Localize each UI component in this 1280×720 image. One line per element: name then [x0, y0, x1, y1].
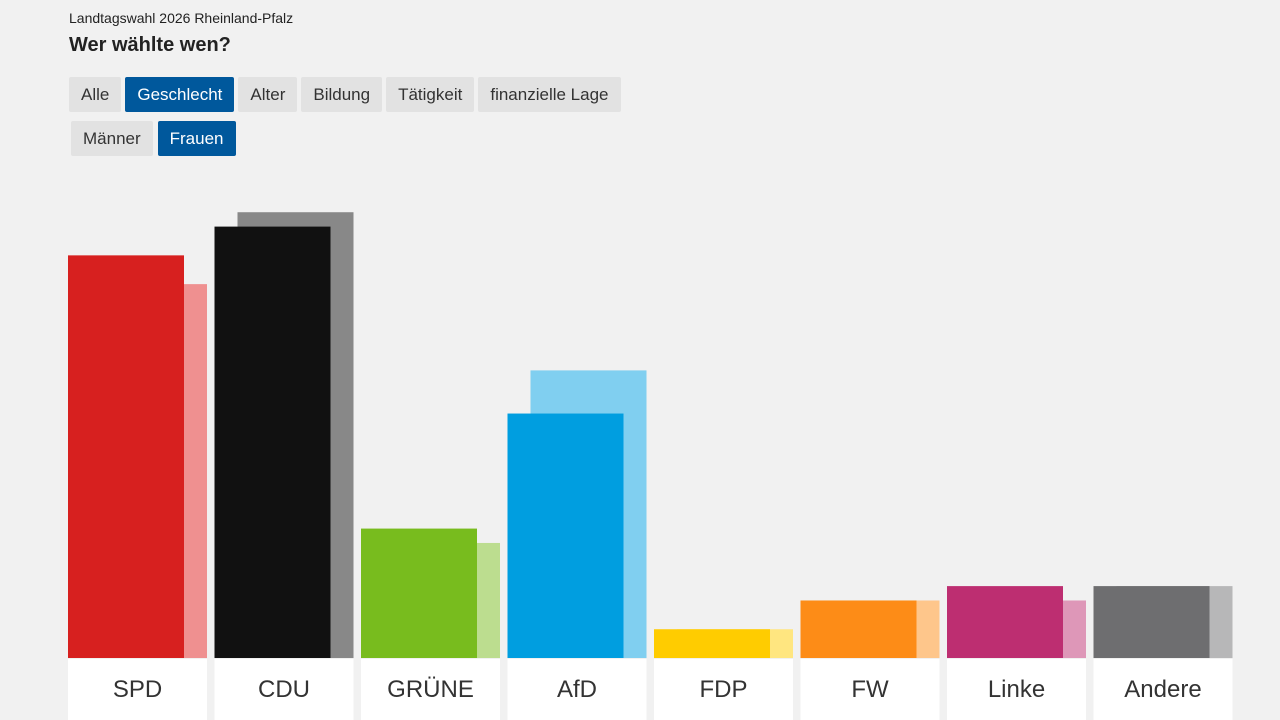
tab-bildung[interactable]: Bildung	[301, 77, 383, 112]
tab-finanzielle-lage[interactable]: finanzielle Lage	[478, 77, 621, 112]
category-tabs: Alle Geschlecht Alter Bildung Tätigkeit …	[69, 77, 621, 112]
bar-afd	[507, 413, 624, 658]
tick-label-fw: FW	[851, 676, 889, 703]
tick-label-afd: AfD	[557, 676, 597, 703]
subtab-frauen[interactable]: Frauen	[157, 121, 236, 156]
label-box	[507, 659, 647, 720]
bar-spd	[68, 255, 184, 659]
bar-linke	[947, 586, 1063, 658]
bar-fw	[800, 600, 917, 658]
chart-subtitle: Landtagswahl 2026 Rheinland-Pfalz	[69, 10, 294, 26]
label-box	[654, 659, 793, 720]
label-box	[214, 659, 354, 720]
label-box	[361, 659, 500, 720]
label-box	[68, 659, 207, 720]
tab-alle[interactable]: Alle	[69, 77, 122, 112]
tick-label-andere: Andere	[1124, 676, 1201, 703]
bar-grüne	[361, 528, 477, 658]
tick-label-grüne: GRÜNE	[387, 676, 474, 703]
tick-label-spd: SPD	[113, 676, 162, 703]
subgroup-tabs: Männer Frauen	[71, 121, 236, 156]
tab-geschlecht[interactable]: Geschlecht	[125, 77, 235, 112]
tick-label-fdp: FDP	[700, 676, 748, 703]
chart-title: Wer wählte wen?	[69, 34, 231, 56]
label-box	[800, 659, 940, 720]
tab-alter[interactable]: Alter	[238, 77, 298, 112]
label-box	[947, 659, 1086, 720]
bar-cdu	[214, 226, 331, 658]
tab-taetigkeit[interactable]: Tätigkeit	[386, 77, 475, 112]
bar-andere	[1093, 586, 1210, 658]
bar-fdp	[654, 629, 770, 658]
subtab-maenner[interactable]: Männer	[71, 121, 153, 156]
label-box	[1093, 659, 1233, 720]
tick-label-cdu: CDU	[258, 676, 310, 703]
tick-label-linke: Linke	[988, 676, 1045, 703]
